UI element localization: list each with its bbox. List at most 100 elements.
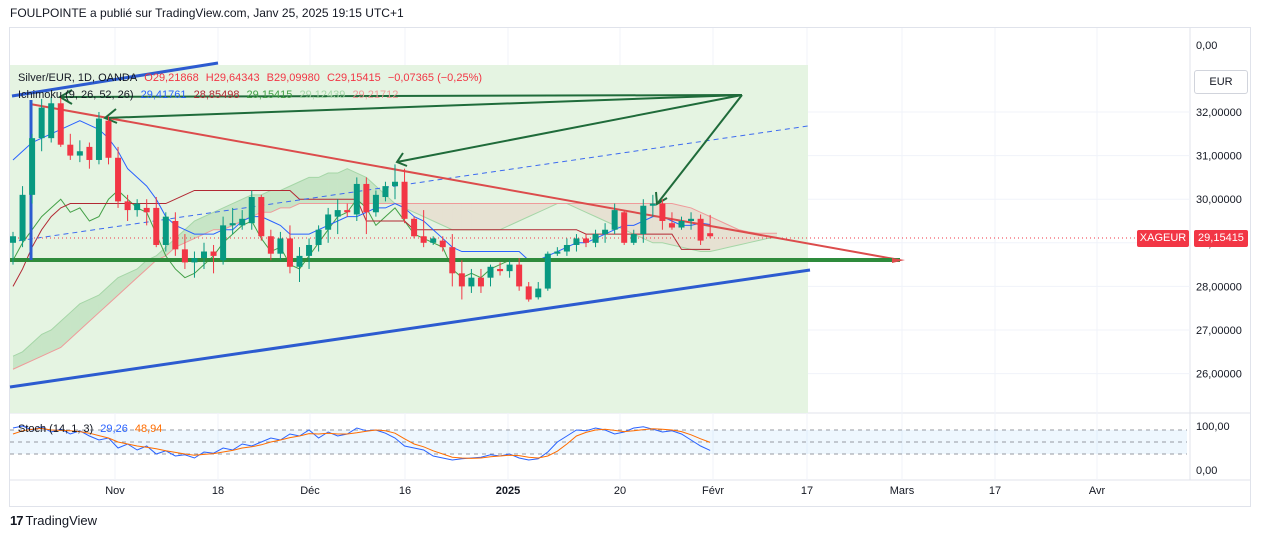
- arrow-head-3[interactable]: [395, 152, 408, 167]
- tradingview-brand[interactable]: TradingView: [25, 513, 98, 528]
- cloud-segment: [13, 351, 23, 370]
- arrow-line-4[interactable]: [656, 94, 743, 205]
- candle-body: [659, 203, 666, 221]
- cloud-segment: [710, 216, 720, 252]
- cloud-segment: [51, 321, 61, 352]
- legend-high: H29,64343: [205, 72, 260, 84]
- projection-arrows[interactable]: [58, 89, 743, 206]
- cloud-segment: [480, 203, 491, 230]
- candle-body: [707, 233, 714, 237]
- stoch-d-value: 48,94: [134, 423, 163, 435]
- candle-body: [48, 103, 55, 139]
- x-tick-label: Nov: [105, 485, 125, 497]
- tradingview-logo-icon[interactable]: 17: [10, 513, 24, 528]
- ichimoku-chikou: 29,15415: [246, 89, 293, 101]
- cloud-segment: [414, 203, 424, 217]
- candle-body: [630, 234, 637, 243]
- stoch-d-line: [12, 427, 711, 459]
- candle-body: [315, 229, 322, 245]
- arrow-head-1[interactable]: [58, 89, 73, 105]
- cloud-segment: [328, 173, 338, 204]
- cloud-segment: [576, 203, 586, 213]
- candle-body: [19, 194, 26, 241]
- arrow-line-2[interactable]: [104, 94, 743, 119]
- upper-blue-line[interactable]: [11, 61, 219, 98]
- candle-body: [468, 277, 475, 287]
- y-tick-label: 26,00000: [1196, 369, 1242, 381]
- arrow-head-2[interactable]: [103, 108, 118, 124]
- candle-body: [86, 146, 93, 160]
- cloud-segment: [194, 216, 204, 239]
- arrow-line-3[interactable]: [396, 94, 743, 163]
- legend-low: B29,09980: [266, 72, 320, 84]
- last-price-tag: 29,15415: [1194, 230, 1248, 247]
- arrow-head-4[interactable]: [655, 191, 668, 206]
- candle-body: [229, 223, 236, 226]
- candle-body: [306, 244, 313, 256]
- cloud-segment: [490, 203, 501, 230]
- stoch-k-value: 29,26: [100, 423, 128, 435]
- cloud-segment: [671, 203, 682, 248]
- candle-body: [296, 255, 303, 267]
- stoch-name[interactable]: Stoch (14, 1, 3): [18, 423, 94, 435]
- cloud-segment: [461, 203, 472, 230]
- ichimoku-kijun: 28,85498: [193, 89, 240, 101]
- candle-body: [258, 197, 265, 237]
- rising-trendline[interactable]: [9, 268, 811, 389]
- candle-body: [220, 225, 227, 261]
- candle-body: [210, 251, 217, 256]
- candle-body: [497, 268, 504, 272]
- candle-body: [267, 236, 274, 254]
- publish-header: FOULPOINTE a publié sur TradingView.com,…: [10, 6, 404, 20]
- candle-body: [640, 205, 647, 235]
- candle-body: [602, 229, 609, 235]
- candle-body: [134, 203, 141, 211]
- candle-body: [353, 183, 360, 215]
- candle-body: [477, 277, 484, 287]
- cloud-segment: [41, 330, 52, 357]
- cloud-segment: [79, 299, 90, 330]
- stochastic-panel: [10, 425, 1187, 461]
- candle-body: [76, 151, 83, 156]
- candle-body: [248, 197, 255, 224]
- candle-body: [678, 221, 685, 228]
- ichimoku-tenkan: 29,41761: [140, 89, 187, 101]
- cloud-segment: [204, 212, 214, 235]
- x-tick-label: Févr: [702, 485, 724, 497]
- stoch-legend: Stoch (14, 1, 3) 29,26 48,94: [18, 423, 166, 435]
- candle-body: [67, 144, 74, 156]
- apex-marker: [892, 258, 905, 263]
- cloud-segment: [70, 303, 80, 339]
- x-tick-label: Mars: [890, 485, 915, 497]
- candle-body: [201, 251, 207, 259]
- cloud-segment: [127, 268, 138, 287]
- ichimoku-span-b: 29,21712: [352, 89, 399, 101]
- y-tick-label: 27,00000: [1196, 325, 1242, 337]
- cloud-segment: [442, 203, 453, 230]
- candle-body: [430, 238, 437, 243]
- candle-body: [525, 286, 532, 300]
- y-tick-label: 31,00000: [1196, 151, 1242, 163]
- currency-button[interactable]: EUR: [1194, 70, 1248, 94]
- candle-body: [344, 210, 351, 213]
- legend-symbol[interactable]: Silver/EUR, 1D, OANDA: [18, 72, 138, 84]
- candle-body: [449, 247, 456, 274]
- candle-body: [95, 118, 102, 160]
- arrow-line-1[interactable]: [59, 94, 743, 98]
- x-tick-label: 16: [399, 485, 411, 497]
- ichimoku-name[interactable]: Ichimoku (9, 26, 52, 26): [18, 89, 134, 101]
- y-tick-label: 28,00000: [1196, 281, 1242, 293]
- stoch-band: [10, 430, 1187, 454]
- cloud-segment: [337, 168, 348, 204]
- x-tick-label: 17: [801, 485, 813, 497]
- candle-body: [583, 238, 589, 243]
- falling-trendline[interactable]: [29, 103, 901, 261]
- candle-body: [621, 212, 628, 243]
- candle-body: [372, 194, 379, 213]
- candle-body: [115, 157, 122, 202]
- candle-body: [535, 288, 542, 298]
- candle-body: [516, 264, 523, 287]
- cloud-segment: [509, 203, 520, 226]
- y-tick-label: 30,00000: [1196, 194, 1242, 206]
- cloud-segment: [519, 203, 529, 221]
